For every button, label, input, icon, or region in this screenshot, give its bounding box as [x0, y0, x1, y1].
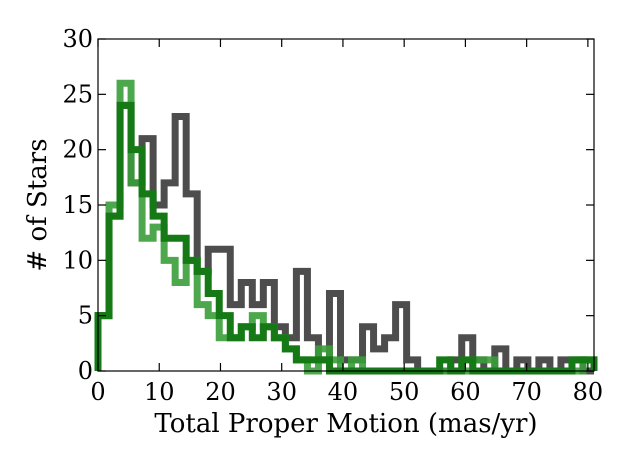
x-tick-label: 10: [144, 378, 175, 406]
y-tick-label: 25: [62, 80, 93, 108]
y-tick-label: 5: [78, 302, 93, 330]
histogram-series-1: [94, 101, 594, 375]
x-tick-label: 0: [90, 378, 105, 406]
y-tick-label: 10: [62, 246, 93, 274]
y-axis-label: # of Stars: [23, 138, 53, 271]
y-tick-label: 20: [62, 136, 93, 164]
x-tick-label: 30: [266, 378, 297, 406]
ticks-layer: 0 10 20 30 40 50 60 70 80 0 5 10 15 20 25 30: [62, 25, 603, 406]
y-tick-label: 0: [78, 357, 93, 385]
x-tick-label: 20: [205, 378, 236, 406]
x-axis-label: Total Proper Motion (mas/yr): [154, 409, 537, 439]
x-tick-label: 70: [511, 378, 542, 406]
x-tick-label: 60: [450, 378, 481, 406]
y-tick-label: 15: [62, 191, 93, 219]
x-tick-label: 50: [389, 378, 420, 406]
y-tick-label: 30: [62, 25, 93, 53]
series-layer: [94, 79, 598, 375]
x-tick-label: 40: [328, 378, 359, 406]
x-tick-label: 80: [573, 378, 604, 406]
plot-frame: [97, 38, 595, 372]
